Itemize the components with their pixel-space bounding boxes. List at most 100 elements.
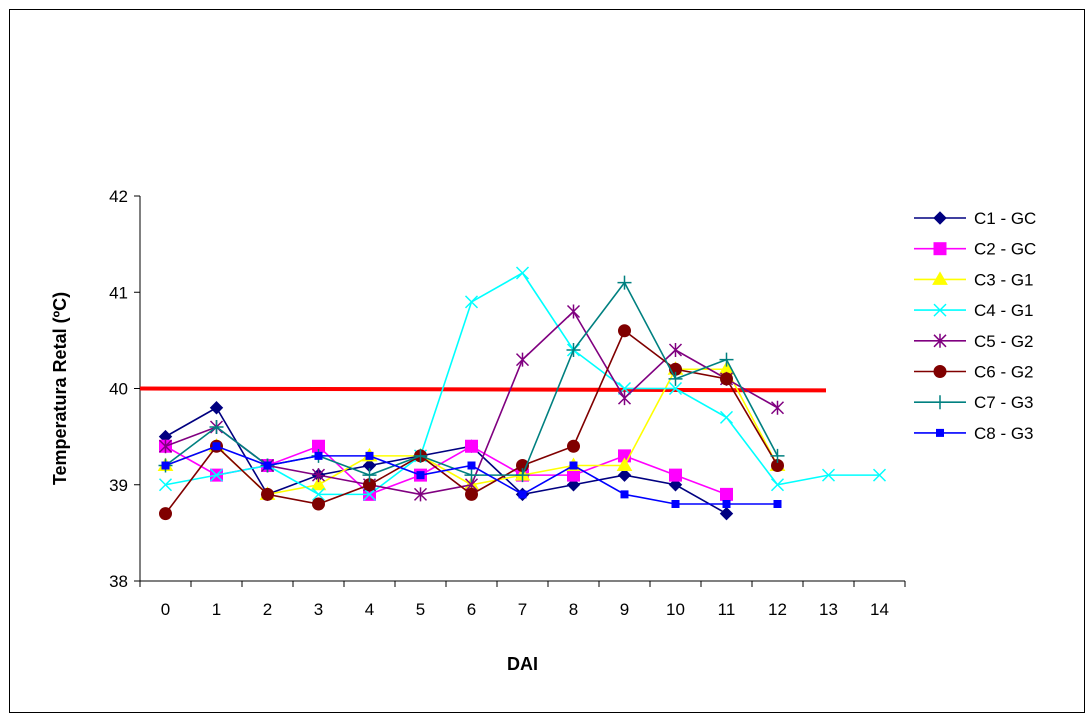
data-point [668, 343, 683, 357]
x-tick-label: 14 [870, 600, 889, 619]
legend-label: C5 - G2 [974, 332, 1034, 351]
x-tick-label: 0 [161, 600, 170, 619]
data-point [719, 352, 734, 367]
data-point [616, 457, 633, 471]
x-tick-label: 12 [768, 600, 787, 619]
data-point [464, 295, 479, 309]
data-point [515, 468, 530, 483]
data-point [567, 439, 580, 453]
data-point [518, 490, 527, 499]
data-point [212, 442, 221, 451]
data-point [872, 468, 887, 482]
data-point [515, 266, 530, 280]
x-tick-label: 8 [569, 600, 578, 619]
data-point [467, 461, 476, 470]
legend-label: C6 - G2 [974, 363, 1034, 382]
legend-item: C3 - G1 [914, 270, 1034, 289]
legend-swatch-marker [933, 303, 947, 317]
data-point [719, 506, 734, 521]
x-tick-label: 1 [212, 600, 221, 619]
data-point [617, 391, 632, 406]
x-tick-label: 10 [666, 600, 685, 619]
data-point [314, 451, 323, 460]
legend-swatch-marker [933, 242, 947, 256]
data-point [617, 468, 632, 482]
data-point [566, 304, 581, 319]
data-point [770, 448, 785, 463]
data-point [617, 275, 632, 290]
x-tick-label: 7 [518, 600, 527, 619]
series-8 [161, 442, 782, 508]
data-point [158, 478, 173, 492]
data-point [773, 500, 782, 508]
legend: C1 - GC C2 - GC C3 - G1 C4 - G1 C5 - G2 C6 - … [914, 209, 1036, 443]
data-point [566, 343, 581, 357]
data-point [671, 500, 680, 508]
x-tick-label: 6 [467, 600, 476, 619]
data-point [722, 500, 731, 508]
series-6 [159, 324, 784, 521]
legend-label: C3 - G1 [974, 270, 1034, 289]
data-point [362, 487, 377, 501]
legend-swatch-marker [933, 365, 947, 378]
data-point [464, 468, 479, 483]
data-point [312, 497, 325, 511]
data-point [158, 439, 173, 454]
data-point [310, 476, 327, 491]
legend-label: C4 - G1 [974, 301, 1034, 320]
legend-item: C4 - G1 [914, 301, 1034, 320]
x-tick-label: 9 [620, 600, 629, 619]
legend-item: C1 - GC [914, 209, 1036, 228]
y-tick-label: 41 [109, 283, 128, 302]
data-point [465, 487, 478, 501]
series-lines [157, 266, 887, 521]
data-point [569, 461, 578, 470]
data-point [566, 478, 581, 492]
data-point [465, 439, 478, 453]
data-point [209, 401, 224, 415]
data-point [311, 468, 326, 483]
legend-label: C8 - G3 [974, 424, 1034, 443]
data-point [821, 468, 836, 482]
legend-item: C6 - G2 [914, 363, 1034, 382]
series-line [165, 406, 727, 515]
legend-swatch-marker [932, 271, 948, 285]
y-axis-title: Temperatura Retal (ºC) [50, 292, 70, 485]
y-tick-label: 42 [109, 187, 128, 206]
legend-label: C2 - GC [974, 240, 1036, 259]
y-tick-label: 39 [109, 476, 128, 495]
x-tick-label: 13 [819, 600, 838, 619]
data-point [209, 468, 224, 482]
x-tick-label: 4 [365, 600, 374, 619]
legend-swatch-marker [936, 428, 944, 437]
data-point [669, 468, 682, 482]
reference-line-group [139, 386, 827, 393]
data-point [261, 487, 274, 501]
legend-swatch-marker [933, 395, 947, 410]
x-tick-label: 2 [263, 600, 272, 619]
data-point [668, 381, 683, 396]
legend-label: C1 - GC [974, 209, 1036, 228]
data-point [719, 410, 734, 424]
x-tick-label: 11 [718, 600, 736, 619]
series-4 [158, 266, 887, 501]
data-point [161, 461, 170, 470]
data-point [365, 451, 374, 460]
y-tick-label: 40 [109, 380, 128, 399]
legend-item: C7 - G3 [914, 393, 1034, 412]
data-point [362, 468, 377, 483]
legend-label: C7 - G3 [974, 393, 1034, 412]
legend-item: C5 - G2 [914, 332, 1034, 351]
legend-item: C8 - G3 [914, 424, 1034, 443]
data-point [515, 352, 530, 367]
legend-item: C2 - GC [914, 240, 1036, 259]
data-point [770, 400, 785, 415]
data-point [159, 507, 172, 521]
data-point [209, 420, 224, 434]
data-point [668, 371, 683, 386]
data-point [720, 372, 733, 386]
chart-frame [9, 9, 1085, 713]
legend-swatch-marker [933, 333, 947, 348]
